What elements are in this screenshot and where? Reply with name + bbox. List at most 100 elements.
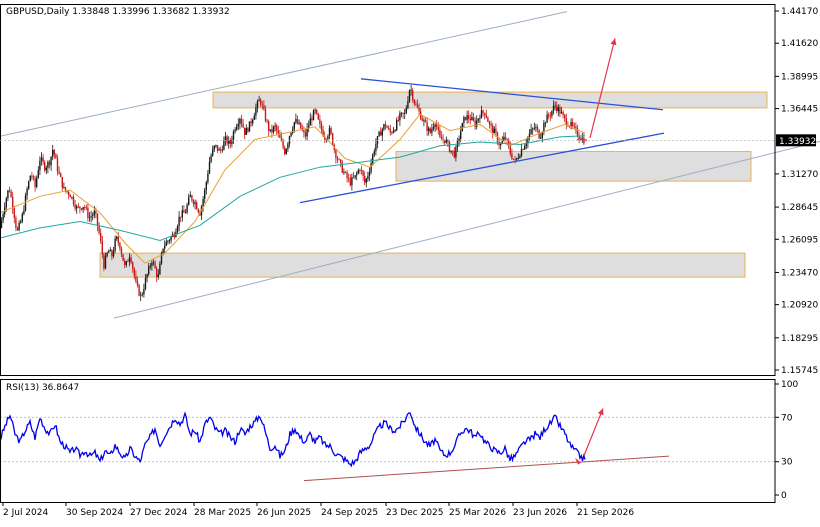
candle-body	[113, 251, 114, 256]
candle-body	[250, 121, 251, 123]
candle-body	[46, 168, 47, 171]
candle-body	[22, 214, 23, 221]
candle-body	[454, 151, 455, 158]
time-tick-label: 26 Jun 2025	[257, 508, 311, 518]
candle-body	[244, 128, 245, 135]
candle-body	[39, 161, 40, 171]
candle-body	[118, 237, 119, 243]
candle-body	[116, 237, 117, 239]
candle-body	[148, 266, 149, 274]
candle-body	[530, 129, 531, 133]
candle-body	[30, 176, 31, 182]
candle-body	[404, 113, 405, 114]
candle-body	[401, 113, 402, 114]
candle-body	[378, 132, 379, 136]
candle-body	[49, 162, 50, 166]
candle-body	[135, 276, 136, 281]
candle-body	[119, 243, 120, 249]
candle-body	[185, 212, 186, 213]
candle-body	[524, 146, 525, 149]
candle-body	[36, 178, 37, 187]
candle-body	[516, 158, 517, 159]
candle-body	[402, 113, 403, 114]
candle-body	[257, 101, 258, 108]
candle-body	[412, 90, 413, 99]
candle-body	[92, 215, 93, 216]
candle-body	[188, 197, 189, 205]
candle-body	[182, 210, 183, 217]
candle-body	[70, 195, 71, 197]
candle-body	[231, 140, 232, 144]
candle-body	[186, 205, 187, 213]
price-tick-label: 1.38995	[781, 72, 818, 82]
candle-body	[33, 176, 34, 178]
candle-body	[47, 162, 48, 168]
candle-body	[522, 149, 523, 150]
candle-body	[87, 208, 88, 218]
candle-body	[574, 126, 575, 127]
candle-body	[513, 159, 514, 160]
candle-body	[90, 216, 91, 217]
candle-body	[369, 172, 370, 176]
candle-body	[194, 203, 195, 205]
candle-body	[372, 155, 373, 164]
candle-body	[313, 111, 314, 121]
candle-body	[249, 121, 250, 131]
candle-body	[223, 141, 224, 150]
current-price-label: 1.33932	[779, 137, 816, 147]
candle-body	[332, 133, 333, 145]
candle-body	[441, 137, 442, 140]
chart-header: GBPUSD,Daily 1.33848 1.33996 1.33682 1.3…	[6, 7, 230, 17]
candle-body	[241, 119, 242, 124]
candle-body	[562, 112, 563, 115]
candle-body	[220, 149, 221, 150]
candle-body	[38, 170, 39, 178]
candle-body	[226, 136, 227, 143]
candle-body	[484, 113, 485, 115]
candle-body	[462, 123, 463, 131]
candle-body	[166, 242, 167, 246]
candle-body	[238, 124, 239, 127]
candle-body	[370, 163, 371, 172]
candle-body	[262, 104, 263, 105]
candle-body	[482, 110, 483, 113]
candle-body	[86, 207, 87, 208]
candle-body	[180, 217, 181, 218]
rsi-tick-label: 30	[781, 458, 793, 468]
candle-body	[84, 207, 85, 208]
candle-body	[545, 123, 546, 124]
candle-body	[260, 100, 261, 105]
candle-body	[230, 140, 231, 144]
candle-body	[364, 176, 365, 183]
price-tick-label: 1.23470	[781, 268, 818, 278]
candle-body	[202, 199, 203, 207]
candle-body	[138, 285, 139, 296]
candle-body	[486, 115, 487, 118]
candle-body	[170, 237, 171, 241]
candle-body	[548, 115, 549, 116]
candle-body	[406, 108, 407, 113]
price-tick-label: 1.31270	[781, 170, 818, 180]
price-tick-label: 1.28645	[781, 203, 818, 213]
candle-body	[242, 124, 243, 128]
candle-body	[278, 131, 279, 134]
candle-body	[190, 195, 191, 197]
time-tick-label: 25 Mar 2026	[449, 508, 506, 518]
price-tick-label: 1.41620	[781, 39, 818, 49]
candle-body	[210, 156, 211, 162]
candle-body	[359, 170, 360, 171]
candle-body	[236, 126, 237, 129]
candle-body	[146, 274, 147, 278]
candle-body	[134, 268, 135, 275]
candle-body	[10, 192, 11, 197]
candle-body	[468, 115, 469, 119]
candle-body	[106, 253, 107, 257]
candle-body	[540, 138, 541, 139]
candle-body	[74, 204, 75, 208]
candle-body	[375, 144, 376, 152]
candle-body	[489, 122, 490, 124]
candle-body	[367, 176, 368, 179]
candle-body	[458, 139, 459, 141]
candle-body	[510, 146, 511, 154]
